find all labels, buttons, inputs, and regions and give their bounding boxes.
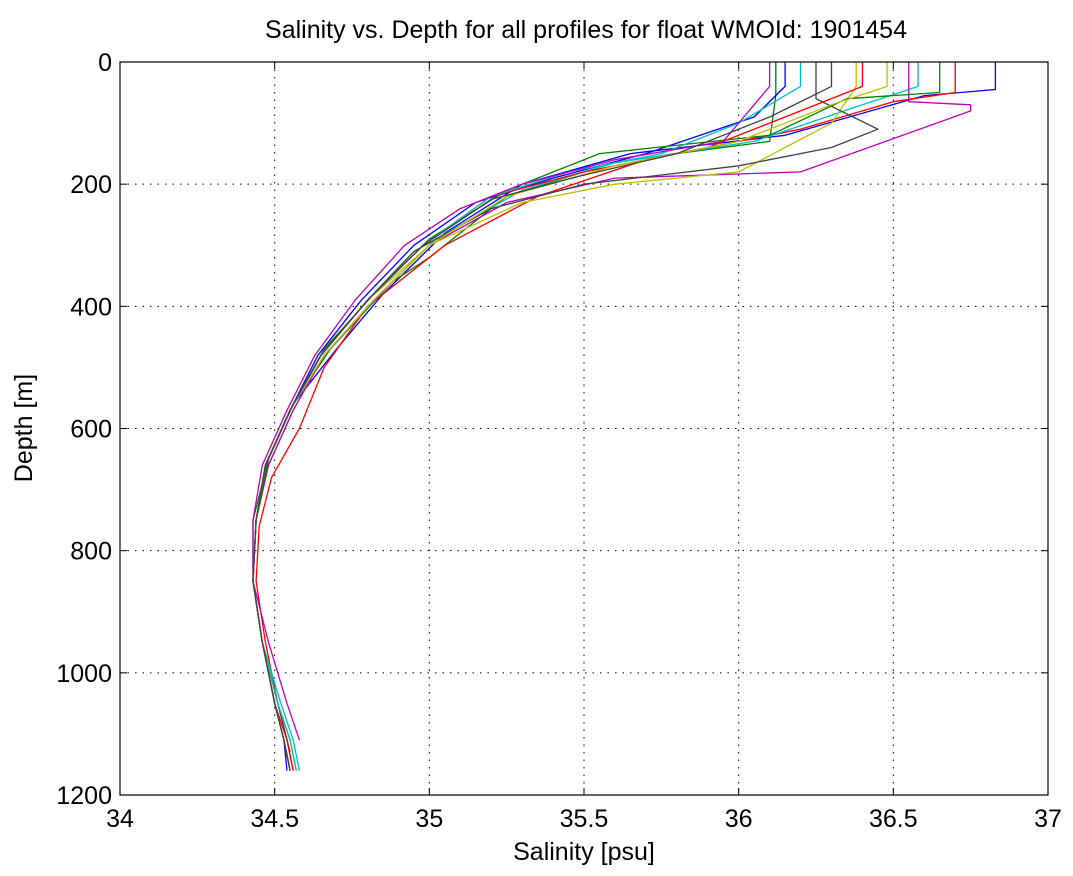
ticks: 34 34.5 35 35.5 36 36.5 37 0 200 400 600 800 1000 120…	[56, 49, 1062, 833]
x-tick-label: 36.5	[869, 805, 918, 833]
y-axis-label: Depth [m]	[10, 374, 38, 482]
x-tick-label: 37	[1034, 805, 1062, 833]
grid	[120, 62, 1048, 795]
x-tick-label: 34	[106, 805, 134, 833]
x-tick-label: 36	[725, 805, 753, 833]
chart-title: Salinity vs. Depth for all profiles for …	[265, 16, 907, 44]
y-tick-label: 0	[98, 49, 112, 77]
y-tick-label: 800	[70, 538, 112, 566]
profile-lines	[252, 62, 997, 771]
x-tick-label: 35	[415, 805, 443, 833]
y-tick-label: 1000	[56, 660, 112, 688]
y-tick-label: 600	[70, 416, 112, 444]
y-tick-label: 400	[70, 293, 112, 321]
x-axis-label: Salinity [psu]	[513, 838, 655, 866]
y-tick-label: 1200	[56, 782, 112, 810]
x-tick-label: 34.5	[250, 805, 299, 833]
x-tick-label: 35.5	[560, 805, 609, 833]
profile-line-14	[252, 62, 833, 771]
profile-line-3	[255, 62, 956, 771]
y-tick-label: 200	[70, 171, 112, 199]
